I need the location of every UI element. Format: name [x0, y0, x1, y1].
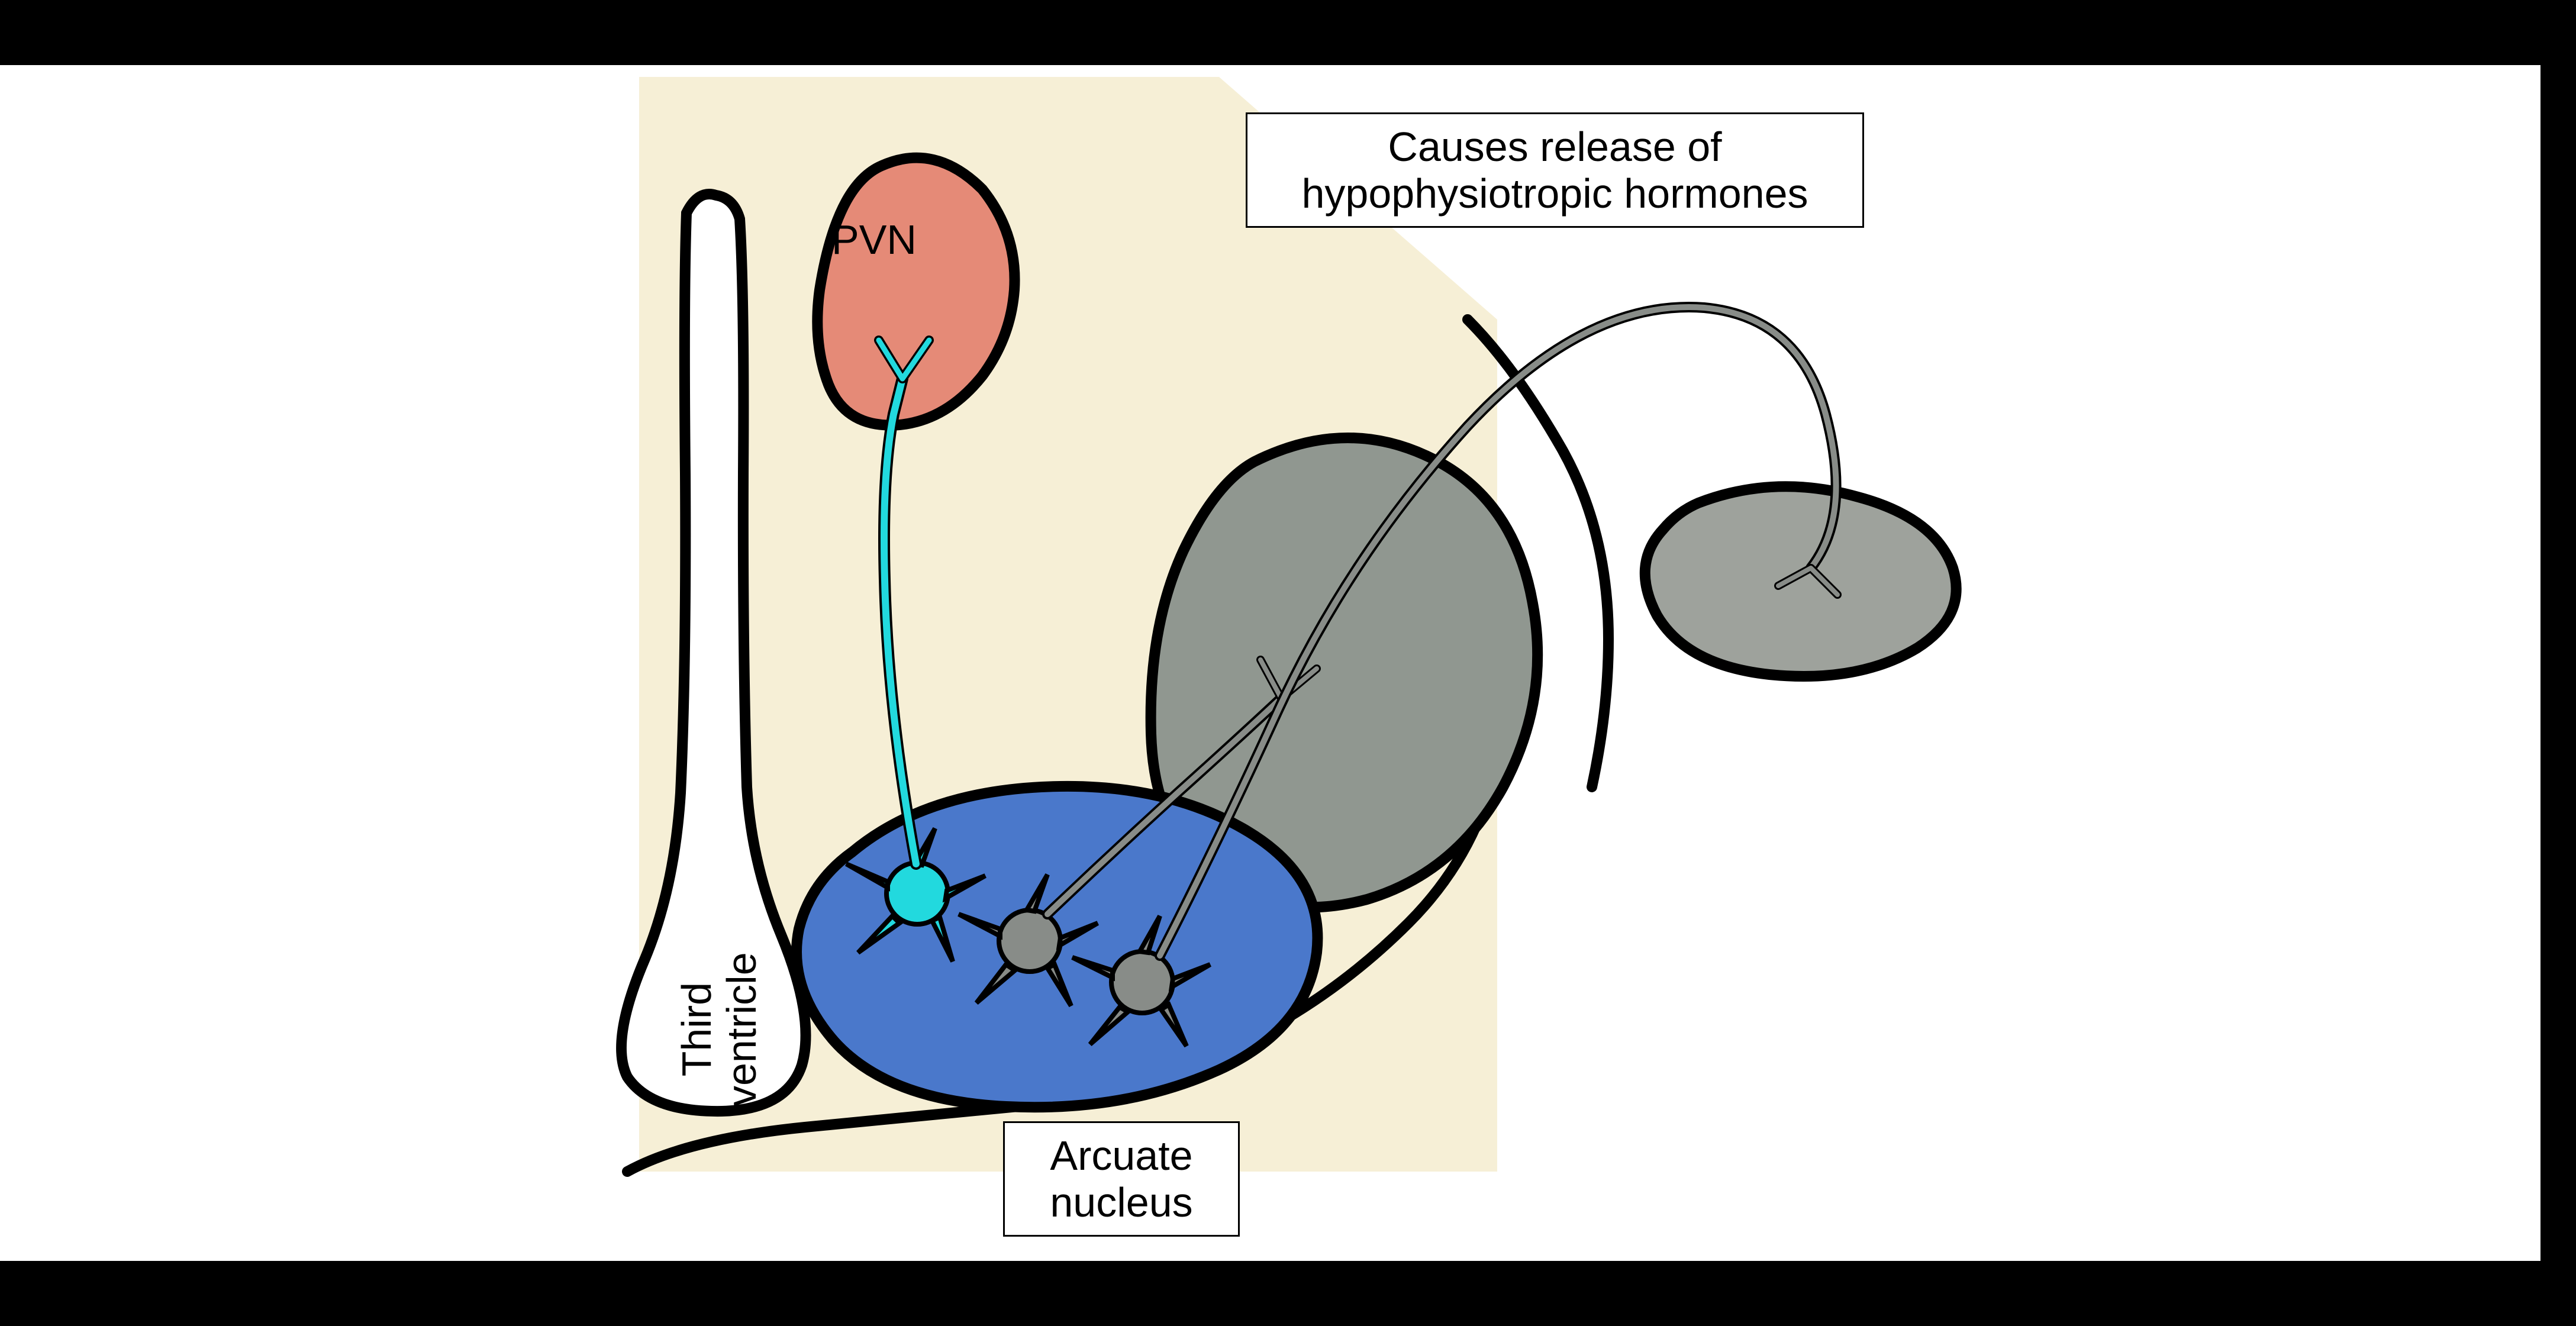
arcuate-nucleus-label: Arcuate nucleus	[1003, 1121, 1240, 1237]
third-ventricle-label: Third ventricle	[675, 952, 764, 1106]
slide: Causes release of hypophysiotropic hormo…	[0, 0, 2576, 1326]
hormone-release-label: Causes release of hypophysiotropic hormo…	[1246, 112, 1864, 228]
frame-border-right	[2540, 0, 2576, 1326]
pvn-label: PVN	[831, 216, 917, 263]
frame-border-top	[0, 0, 2576, 65]
frame-border-bottom	[0, 1261, 2576, 1326]
